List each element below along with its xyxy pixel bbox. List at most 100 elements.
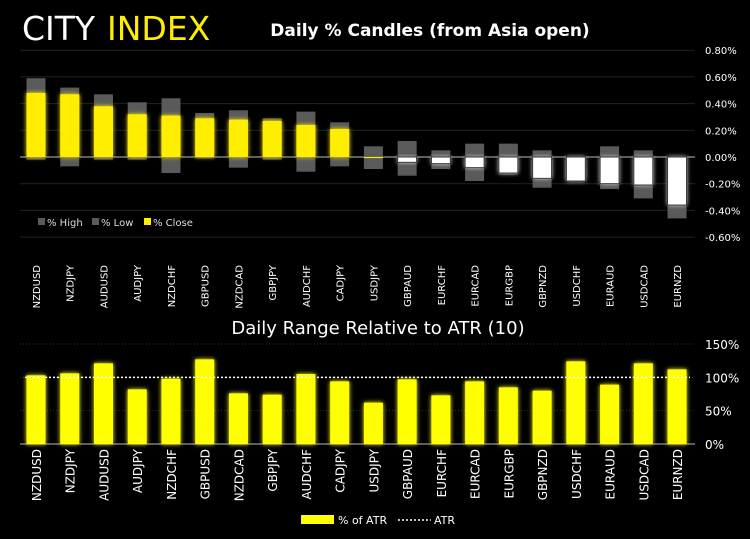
legend-label: % Close (153, 218, 193, 229)
legend-label: % of ATR (338, 514, 387, 527)
close-bar (430, 156, 451, 165)
x-tick-label: USDCHF (570, 449, 584, 499)
atr-bar (397, 379, 417, 444)
bottom-chart-title: Daily Range Relative to ATR (10) (231, 318, 524, 339)
atr-bar (296, 373, 316, 444)
y-tick-label: 0.20% (705, 126, 737, 137)
x-tick-label: AUDCHF (300, 449, 314, 500)
atr-bar (600, 384, 620, 444)
x-tick-label: EURCAD (469, 449, 483, 499)
x-tick-label: EURAUD (606, 265, 617, 307)
atr-bar (195, 359, 215, 444)
legend-swatch (301, 515, 334, 524)
close-bar (296, 124, 316, 157)
legend-swatch (144, 218, 151, 225)
close-bar (26, 92, 46, 157)
y-tick-label: -0.40% (705, 206, 740, 217)
legend-swatch (92, 218, 99, 225)
y-tick-label: 0.80% (705, 46, 737, 57)
x-tick-label: EURGBP (504, 265, 515, 306)
close-bar (667, 156, 688, 206)
legend-label: % High (47, 218, 83, 229)
atr-bar (532, 390, 552, 444)
y-tick-label: 150% (705, 338, 739, 352)
top-chart-title: Daily % Candles (from Asia open) (270, 21, 589, 41)
x-tick-label: USDJPY (367, 448, 381, 492)
x-tick-label: USDCAD (639, 265, 650, 308)
close-bar (127, 114, 147, 157)
y-tick-label: 0.00% (705, 153, 737, 164)
atr-bar (60, 373, 80, 444)
x-tick-label: NZDJPY (66, 264, 77, 302)
atr-bar (330, 381, 350, 444)
close-bar (532, 156, 553, 179)
x-tick-label: CADJPY (334, 448, 348, 492)
y-tick-label: -0.20% (705, 180, 740, 191)
x-tick-label: AUDJPY (133, 264, 144, 302)
y-tick-label: 0% (705, 438, 724, 452)
y-tick-label: 0.60% (705, 73, 737, 84)
legend-label: ATR (434, 514, 455, 527)
x-tick-label: NZDUSD (32, 265, 43, 309)
y-tick-label: 100% (705, 371, 739, 385)
x-tick-label: GBPJPY (268, 264, 279, 300)
x-tick-label: USDCAD (637, 449, 651, 500)
x-tick-label: USDCHF (572, 265, 583, 307)
close-bar (464, 156, 485, 169)
legend-swatch (38, 218, 45, 225)
close-bar (599, 156, 620, 185)
x-tick-label: GBPUSD (201, 265, 212, 307)
x-tick-label: EURCHF (435, 449, 449, 498)
close-bar (228, 119, 248, 157)
y-tick-label: 50% (705, 405, 732, 419)
close-bar (498, 156, 519, 174)
x-tick-label: USDJPY (369, 264, 380, 301)
x-tick-label: NZDCHF (165, 449, 179, 500)
x-tick-label: EURAUD (604, 449, 618, 499)
atr-bar (262, 394, 282, 444)
close-bar (565, 156, 586, 182)
x-tick-label: GBPAUD (403, 265, 414, 307)
x-tick-label: EURCAD (471, 265, 482, 307)
close-bar (60, 94, 80, 157)
x-tick-label: EURNZD (671, 449, 685, 500)
close-bar (363, 157, 383, 158)
atr-bar (363, 402, 383, 444)
x-tick-label: NZDCAD (234, 265, 245, 309)
x-tick-label: AUDUSD (97, 449, 111, 501)
close-bar (93, 106, 113, 157)
x-tick-label: AUDJPY (131, 448, 145, 493)
close-bar (262, 120, 282, 157)
atr-bar (498, 387, 518, 444)
x-tick-label: AUDCHF (302, 265, 313, 307)
logo-city: CITY (22, 9, 96, 48)
x-tick-label: AUDUSD (99, 265, 110, 309)
x-tick-label: EURGBP (502, 449, 516, 498)
atr-bar (667, 369, 687, 444)
atr-bar (26, 375, 46, 444)
x-tick-label: EURCHF (437, 265, 448, 306)
atr-bar (127, 389, 147, 444)
x-tick-label: NZDCHF (167, 265, 178, 308)
close-bar (195, 118, 215, 157)
close-bar (633, 156, 654, 186)
x-tick-label: GBPNZD (536, 449, 550, 500)
close-bar (397, 156, 418, 163)
atr-bar (566, 361, 586, 444)
logo-index: INDEX (107, 9, 210, 48)
x-tick-label: NZDJPY (64, 448, 78, 493)
x-tick-label: GBPJPY (266, 448, 280, 491)
atr-bar (161, 378, 181, 444)
x-tick-label: NZDCAD (232, 449, 246, 501)
x-tick-label: CADJPY (336, 264, 347, 301)
y-tick-label: 0.40% (705, 100, 737, 111)
atr-bar (465, 381, 485, 444)
atr-bar (93, 363, 113, 444)
x-tick-label: GBPUSD (199, 449, 213, 499)
x-tick-label: GBPAUD (401, 449, 415, 499)
x-tick-label: NZDUSD (30, 449, 44, 501)
x-tick-label: EURNZD (673, 265, 684, 308)
y-tick-label: -0.60% (705, 233, 740, 244)
atr-bar (431, 395, 451, 444)
